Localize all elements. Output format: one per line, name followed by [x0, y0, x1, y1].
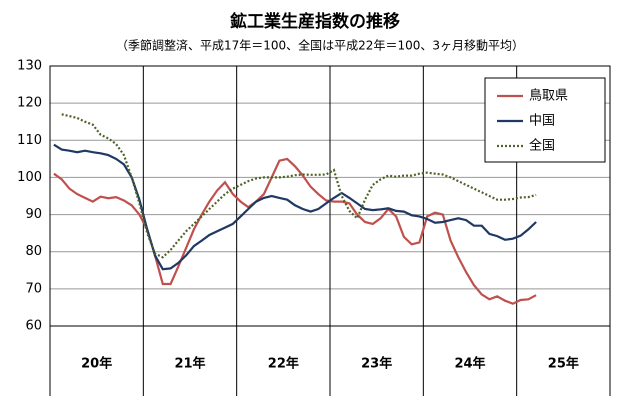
y-tick-label: 130 — [17, 59, 42, 74]
y-tick-label: 90 — [25, 207, 42, 222]
x-group-label: 25年 — [548, 356, 579, 372]
chart-subtitle: （季節調整済、平成17年＝100、全国は平成22年＝100、3ヶ月移動平均） — [116, 38, 524, 53]
x-group-label: 24年 — [454, 356, 485, 372]
y-tick-label: 80 — [25, 244, 42, 259]
legend-label: 全国 — [529, 138, 555, 154]
y-tick-label: 110 — [17, 133, 42, 148]
y-tick-label: 70 — [25, 281, 42, 296]
legend-label: 鳥取県 — [529, 89, 568, 104]
x-group-label: 23年 — [361, 356, 392, 372]
chart-title: 鉱工業生産指数の推移 — [230, 11, 400, 32]
series-line — [53, 157, 537, 305]
y-tick-label: 120 — [17, 96, 42, 111]
legend-label: 中国 — [529, 114, 555, 129]
series-line — [61, 113, 537, 259]
x-group-label: 22年 — [268, 356, 299, 372]
y-tick-label: 100 — [17, 170, 42, 185]
y-tick-label: 60 — [25, 319, 42, 334]
x-group-label: 21年 — [174, 356, 205, 372]
x-group-label: 20年 — [81, 356, 112, 372]
